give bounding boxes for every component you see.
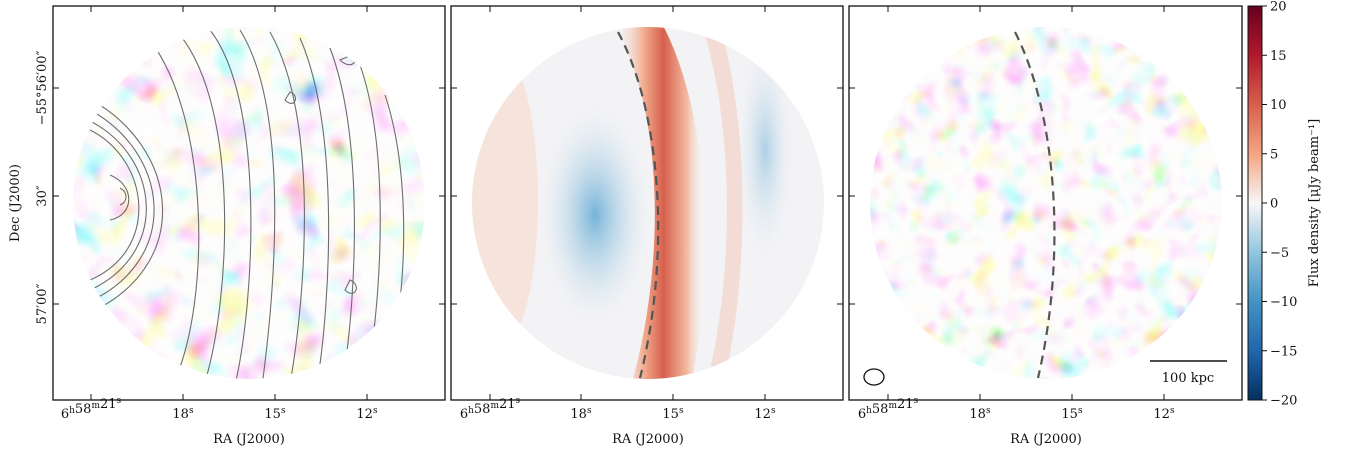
panel-left-ticks <box>53 6 445 400</box>
colorbar-tick-label: 0 <box>1270 197 1278 212</box>
colorbar-tick-label: −15 <box>1270 344 1297 359</box>
panel-right: 100 kpc 6h58m21s 18s 15s 12s RA (J2000) <box>848 5 1243 447</box>
panel-middle-x-tick-labels: 6h58m21s 18s 15s 12s <box>460 396 776 422</box>
panel-left-noise-map <box>73 27 425 379</box>
panel-right-ticks <box>849 6 1242 400</box>
colorbar-tick-label: 15 <box>1270 49 1287 64</box>
panel-right-x-tick-labels: 6h58m21s 18s 15s 12s <box>858 396 1175 422</box>
panel-left-x-tick-labels: 6h58m21s 18s 15s 12s <box>61 396 378 422</box>
x-tick-label: 15s <box>264 406 286 422</box>
x-tick-label: 18s <box>172 406 194 422</box>
panel-right-dashed-arc <box>1014 31 1056 379</box>
x-tick-label: 15s <box>662 406 684 422</box>
panel-left-y-axis-label: Dec (J2000) <box>8 164 23 242</box>
panel-right-x-axis-label: RA (J2000) <box>1010 432 1082 447</box>
panel-right-noise-map <box>870 27 1222 379</box>
colorbar-tick-label: −10 <box>1270 295 1297 310</box>
panel-middle-x-axis-label: RA (J2000) <box>612 432 684 447</box>
x-tick-label: 6h58m21s <box>61 396 122 422</box>
panel-middle-right-blue <box>737 40 793 260</box>
x-tick-label: 6h58m21s <box>858 396 919 422</box>
y-tick-label: −55°56′00″ <box>35 50 50 125</box>
x-tick-label: 6h58m21s <box>460 396 521 422</box>
panel-left-y-tick-labels: −55°56′00″ 30″ 57′00″ <box>35 50 50 324</box>
panel-middle-blue-region <box>540 105 650 325</box>
x-tick-label: 12s <box>356 406 378 422</box>
panel-middle-frame <box>450 5 844 401</box>
colorbar-label: Flux density [μJy beam⁻¹] <box>1307 119 1322 287</box>
colorbar-ticks: 20 15 10 5 0 −5 −10 −15 −20 <box>1262 0 1297 409</box>
y-tick-label: 57′00″ <box>35 283 50 324</box>
panel-middle-ticks <box>451 6 843 400</box>
beam-ellipse <box>863 368 885 386</box>
panel-left-image <box>73 27 425 379</box>
x-tick-label: 18s <box>969 406 991 422</box>
x-tick-label: 15s <box>1061 406 1083 422</box>
colorbar-tick-label: −5 <box>1270 246 1289 261</box>
x-tick-label: 18s <box>570 406 592 422</box>
colorbar-gradient <box>1247 5 1263 401</box>
panel-right-frame <box>848 5 1243 401</box>
panel-left-x-axis-label: RA (J2000) <box>213 432 285 447</box>
colorbar-tick-label: 20 <box>1270 0 1287 15</box>
panel-left-contours <box>81 29 405 379</box>
panel-middle: 6h58m21s 18s 15s 12s RA (J2000) <box>450 5 844 447</box>
panel-right-image <box>870 27 1222 379</box>
scalebar-label: 100 kpc <box>1162 371 1214 386</box>
x-tick-label: 12s <box>754 406 776 422</box>
panel-middle-dashed-arc <box>617 31 660 379</box>
colorbar-tick-label: −20 <box>1270 394 1297 409</box>
y-tick-label: 30″ <box>35 185 50 207</box>
panel-middle-red-ripple <box>700 27 743 379</box>
colorbar-tick-label: 10 <box>1270 98 1287 113</box>
panel-left-frame <box>52 5 446 401</box>
x-tick-label: 12s <box>1153 406 1175 422</box>
panel-middle-red-band <box>612 27 706 379</box>
panel-middle-image <box>472 27 824 379</box>
colorbar-tick-label: 5 <box>1270 147 1278 162</box>
colorbar: 20 15 10 5 0 −5 −10 −15 −20 Flux density [μJy be… <box>1247 0 1322 409</box>
